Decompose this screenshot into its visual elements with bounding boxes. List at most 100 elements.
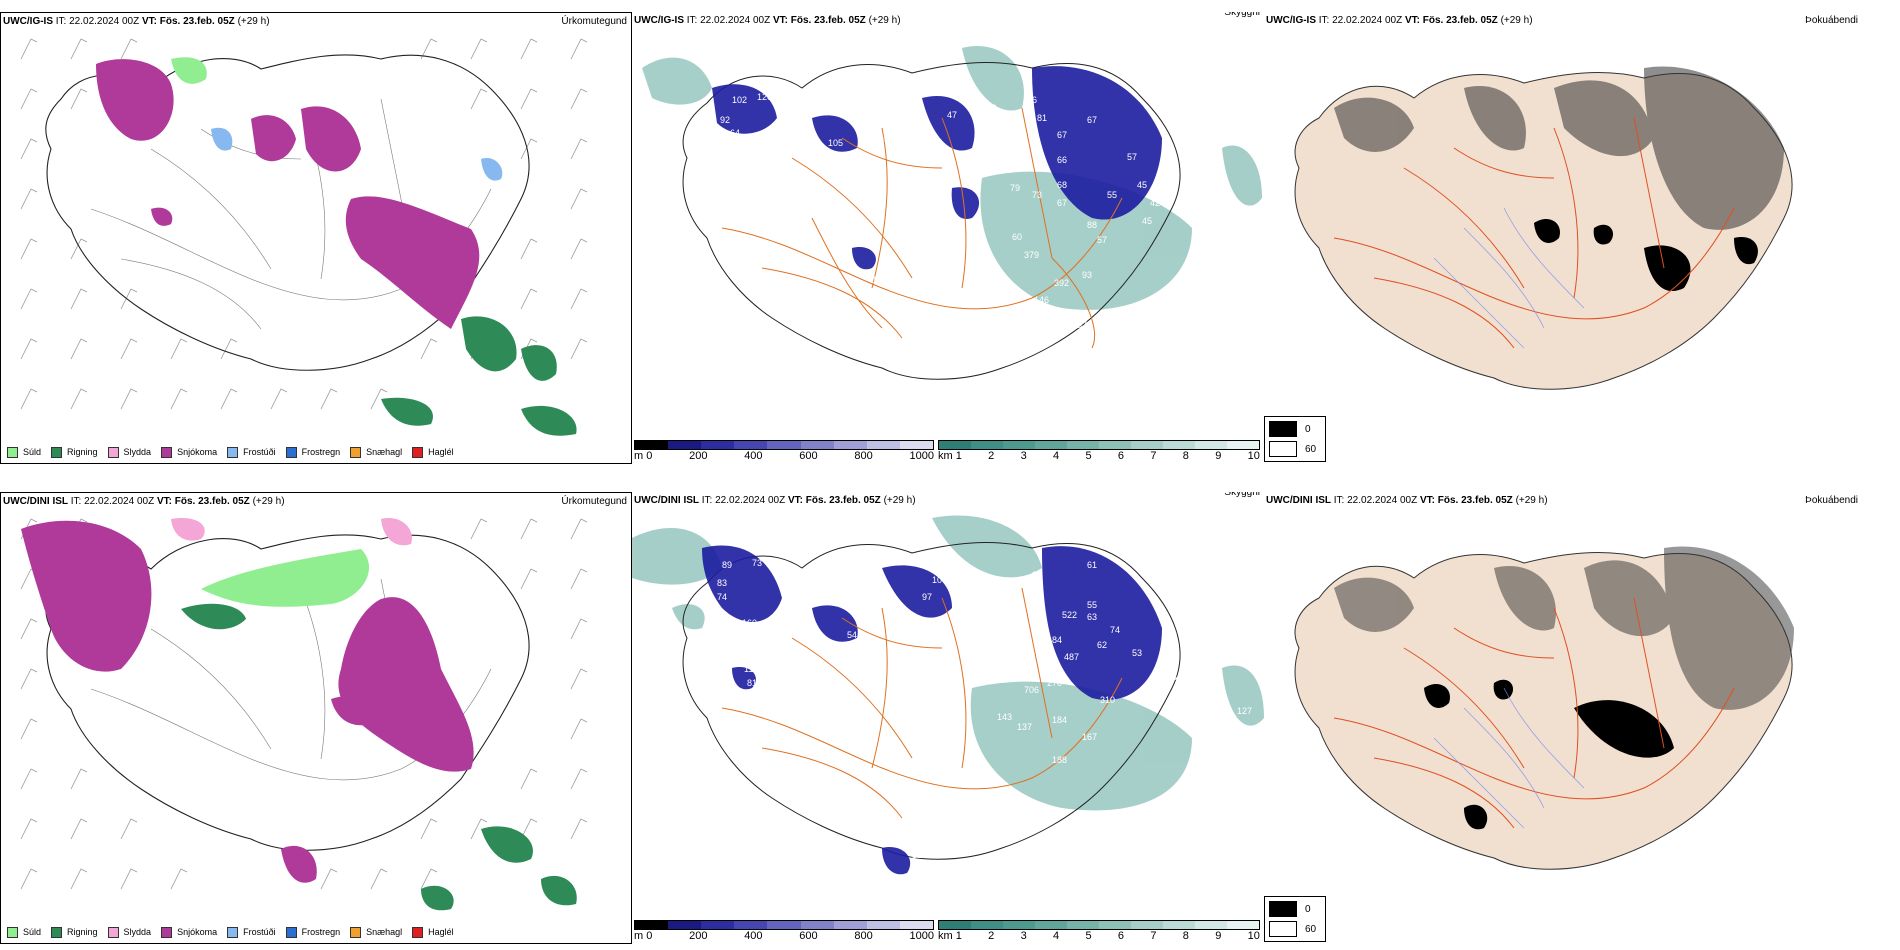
model-name: UWC/IG-IS xyxy=(634,15,684,26)
fog-dark-cores xyxy=(1424,679,1674,830)
vt-label: VT: xyxy=(1404,15,1420,26)
river-lines xyxy=(1433,207,1585,349)
svg-text:81: 81 xyxy=(747,678,757,688)
fog-shading xyxy=(1334,546,1794,710)
fog-key-max: 60 xyxy=(1305,443,1317,455)
fog-key: 0 60 xyxy=(1264,896,1326,942)
model-name: UWC/DINI ISL xyxy=(1266,495,1331,506)
legend-item: Haglél xyxy=(412,446,454,458)
svg-text:55: 55 xyxy=(1107,190,1117,200)
fog-map xyxy=(1294,546,1794,870)
svg-text:86: 86 xyxy=(1027,95,1037,105)
svg-text:23: 23 xyxy=(787,170,797,180)
road-lines xyxy=(721,107,1123,349)
panel-header: UWC/DINI ISL IT: 22.02.2024 00Z VT: Fös.… xyxy=(632,492,1264,510)
precip-type-legend: Súld Rigning Slydda Snjókoma Frostúði Fr… xyxy=(1,921,631,943)
svg-text:94: 94 xyxy=(977,133,987,143)
svg-text:58: 58 xyxy=(1167,672,1177,682)
svg-text:60: 60 xyxy=(1012,232,1022,242)
legend-item: Rigning xyxy=(51,926,98,938)
visibility-map: 102 120 92 64 67 105 61 86 47 118 118 94… xyxy=(642,46,1262,418)
svg-text:74: 74 xyxy=(1110,625,1120,635)
vt-label: VT: xyxy=(787,495,803,506)
svg-text:373: 373 xyxy=(1077,320,1092,330)
panel-header: UWC/IG-IS IT: 22.02.2024 00Z VT: Fös. 23… xyxy=(632,12,1264,30)
svg-text:88: 88 xyxy=(1087,220,1097,230)
svg-text:53: 53 xyxy=(1132,648,1142,658)
svg-text:42: 42 xyxy=(1150,198,1160,208)
svg-text:146: 146 xyxy=(1034,295,1049,305)
svg-text:79: 79 xyxy=(1010,183,1020,193)
svg-text:47: 47 xyxy=(947,110,957,120)
it-label: IT: xyxy=(701,495,713,506)
svg-text:122: 122 xyxy=(912,850,927,860)
valid-time: Fös. 23.feb. 05Z xyxy=(1422,15,1498,26)
visibility-panel-bottom: UWC/DINI ISL IT: 22.02.2024 00Z VT: Fös.… xyxy=(632,492,1264,944)
svg-text:73: 73 xyxy=(752,558,762,568)
legend-item: Frostregn xyxy=(285,446,340,458)
svg-text:110: 110 xyxy=(767,638,781,648)
precip-type-map xyxy=(20,38,588,436)
panel-title: Þokuábendi xyxy=(1805,495,1858,506)
init-time: 22.02.2024 00Z xyxy=(69,16,140,27)
panel-header: UWC/IG-IS IT: 22.02.2024 00Z VT: Fös. 23… xyxy=(1264,12,1900,30)
svg-text:86: 86 xyxy=(1032,570,1042,580)
legend-item: Snjókoma xyxy=(161,926,217,938)
svg-text:184: 184 xyxy=(1052,715,1067,725)
svg-text:102: 102 xyxy=(732,95,747,105)
svg-text:94: 94 xyxy=(714,205,724,215)
river-lines xyxy=(1433,687,1585,829)
svg-text:81: 81 xyxy=(1037,113,1047,123)
it-label: IT: xyxy=(55,16,67,27)
svg-text:45: 45 xyxy=(1137,180,1147,190)
svg-text:167: 167 xyxy=(1082,732,1097,742)
svg-text:188: 188 xyxy=(1052,755,1067,765)
visibility-labels: 73 71 89 73 83 74 160 51 110 100 113 118… xyxy=(717,522,1252,880)
elevation-unit: m xyxy=(634,930,644,942)
lead-time: (+29 h) xyxy=(1515,495,1548,506)
visibility-labels: 102 120 92 64 67 105 61 86 47 118 118 94… xyxy=(714,92,1237,418)
svg-text:379: 379 xyxy=(1024,250,1039,260)
iceland-outline xyxy=(682,542,1181,860)
svg-text:66: 66 xyxy=(1057,155,1067,165)
fog-panel-bottom: UWC/DINI ISL IT: 22.02.2024 00Z VT: Fös.… xyxy=(1264,492,1900,944)
svg-text:63: 63 xyxy=(1087,612,1097,622)
svg-text:127: 127 xyxy=(1237,706,1252,716)
elevation-scale: m 0 200 400 600 800 1000 xyxy=(634,440,934,462)
panel-title: Úrkomutegund xyxy=(561,16,627,27)
svg-text:270: 270 xyxy=(1047,678,1062,688)
svg-text:57: 57 xyxy=(1097,235,1107,245)
valid-time: Fös. 23.feb. 05Z xyxy=(1437,495,1513,506)
legend-item: Snæhagl xyxy=(350,446,402,458)
init-time: 22.02.2024 00Z xyxy=(700,15,771,26)
valid-time: Fös. 23.feb. 05Z xyxy=(805,495,881,506)
fog-key-min: 0 xyxy=(1305,423,1311,435)
wind-barbs xyxy=(20,518,588,890)
svg-text:51: 51 xyxy=(792,603,802,613)
it-label: IT: xyxy=(686,15,698,26)
fog-key: 0 60 xyxy=(1264,416,1326,462)
visibility-unit: km xyxy=(938,450,953,462)
svg-text:118: 118 xyxy=(982,103,996,113)
it-label: IT: xyxy=(70,496,82,507)
precip-type-panel-top: UWC/IG-IS IT: 22.02.2024 00Z VT: Fös. 23… xyxy=(0,12,632,464)
legend-item: Snæhagl xyxy=(350,926,402,938)
it-label: IT: xyxy=(1333,495,1345,506)
road-lines xyxy=(1333,597,1735,829)
visibility-fog-areas xyxy=(632,515,1264,811)
svg-text:522: 522 xyxy=(1062,610,1077,620)
svg-text:128: 128 xyxy=(987,140,1002,150)
svg-text:146: 146 xyxy=(1222,210,1237,220)
precip-type-legend: Súld Rigning Slydda Snjókoma Frostúði Fr… xyxy=(1,441,631,463)
svg-text:113: 113 xyxy=(767,650,781,660)
init-time: 22.02.2024 00Z xyxy=(715,495,786,506)
svg-text:137: 137 xyxy=(1017,722,1032,732)
visibility-scale: km 1 2 3 4 5 6 7 8 9 10 xyxy=(938,920,1260,942)
visibility-fog-areas xyxy=(642,46,1262,310)
mountain-dark-areas xyxy=(712,66,1162,270)
svg-text:57: 57 xyxy=(1127,152,1137,162)
svg-text:67: 67 xyxy=(1057,198,1067,208)
panel-title: Skyggni xyxy=(1224,12,1260,18)
svg-text:118: 118 xyxy=(744,664,758,674)
init-time: 22.02.2024 00Z xyxy=(84,496,155,507)
